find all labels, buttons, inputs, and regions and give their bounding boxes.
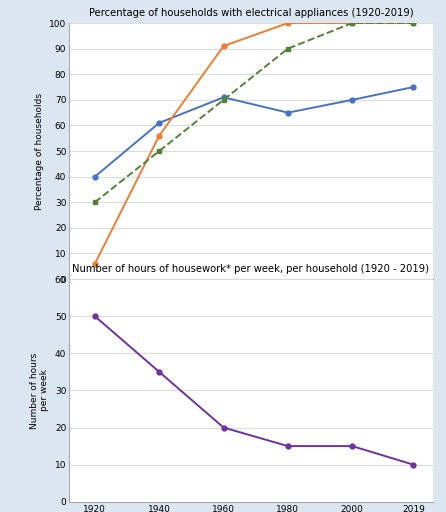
Washing machine [411, 84, 416, 90]
Hours per week [285, 443, 290, 449]
Hours per week [350, 443, 355, 449]
Y-axis label: Percentage of households: Percentage of households [34, 93, 44, 209]
Vacuum cleaner [411, 20, 416, 26]
Title: Number of hours of housework* per week, per household (1920 - 2019): Number of hours of housework* per week, … [72, 264, 429, 274]
Refrigerator [285, 20, 290, 26]
Washing machine [285, 110, 290, 116]
Line: Hours per week: Hours per week [92, 314, 416, 467]
Refrigerator [221, 43, 226, 49]
Line: Washing machine: Washing machine [92, 84, 416, 179]
Hours per week [157, 369, 162, 375]
Hours per week [92, 313, 98, 319]
Vacuum cleaner [92, 199, 98, 205]
Vacuum cleaner [221, 97, 226, 103]
Washing machine [92, 174, 98, 180]
Hours per week [411, 462, 416, 468]
Title: Percentage of households with electrical appliances (1920-2019): Percentage of households with electrical… [89, 8, 413, 18]
Refrigerator [350, 20, 355, 26]
Line: Refrigerator: Refrigerator [92, 20, 416, 266]
Refrigerator [411, 20, 416, 26]
Legend: Washing machine, Refrigerator, Vacuum cleaner: Washing machine, Refrigerator, Vacuum cl… [110, 355, 392, 373]
Vacuum cleaner [285, 46, 290, 52]
Y-axis label: Number of hours
per week: Number of hours per week [30, 352, 50, 429]
Washing machine [157, 120, 162, 126]
Refrigerator [157, 133, 162, 139]
Vacuum cleaner [157, 148, 162, 154]
X-axis label: Year: Year [240, 296, 261, 307]
Refrigerator [92, 261, 98, 267]
Washing machine [221, 94, 226, 100]
Vacuum cleaner [350, 20, 355, 26]
Line: Vacuum cleaner: Vacuum cleaner [92, 20, 416, 205]
Washing machine [350, 97, 355, 103]
Hours per week [221, 424, 226, 431]
